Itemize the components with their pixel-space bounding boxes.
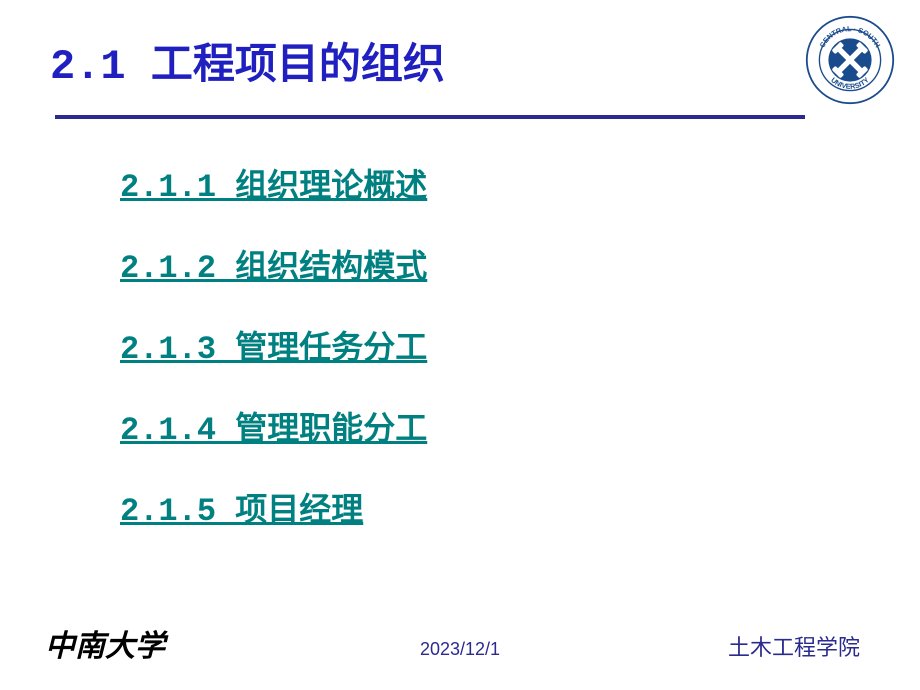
title-divider — [55, 115, 805, 119]
toc-link-3[interactable]: 2.1.3 管理任务分工 — [120, 322, 427, 368]
university-logo: CENTRAL · SOUTH UNIVERSITY — [805, 15, 895, 105]
slide-title: 2.1 工程项目的组织 — [50, 30, 445, 91]
toc-link-1[interactable]: 2.1.1 组织理论概述 — [120, 160, 427, 206]
footer-date: 2023/12/1 — [420, 639, 500, 660]
footer-department: 土木工程学院 — [728, 630, 860, 662]
footer-university-name: 中南大学 — [45, 621, 165, 665]
logo-icon: CENTRAL · SOUTH UNIVERSITY — [805, 15, 895, 105]
slide: 2.1 工程项目的组织 CENTRAL · SOUTH UNIVERSITY — [0, 0, 920, 690]
content-list: 2.1.1 组织理论概述 2.1.2 组织结构模式 2.1.3 管理任务分工 2… — [120, 160, 427, 565]
toc-link-4[interactable]: 2.1.4 管理职能分工 — [120, 403, 427, 449]
toc-link-2[interactable]: 2.1.2 组织结构模式 — [120, 241, 427, 287]
toc-link-5[interactable]: 2.1.5 项目经理 — [120, 484, 427, 530]
